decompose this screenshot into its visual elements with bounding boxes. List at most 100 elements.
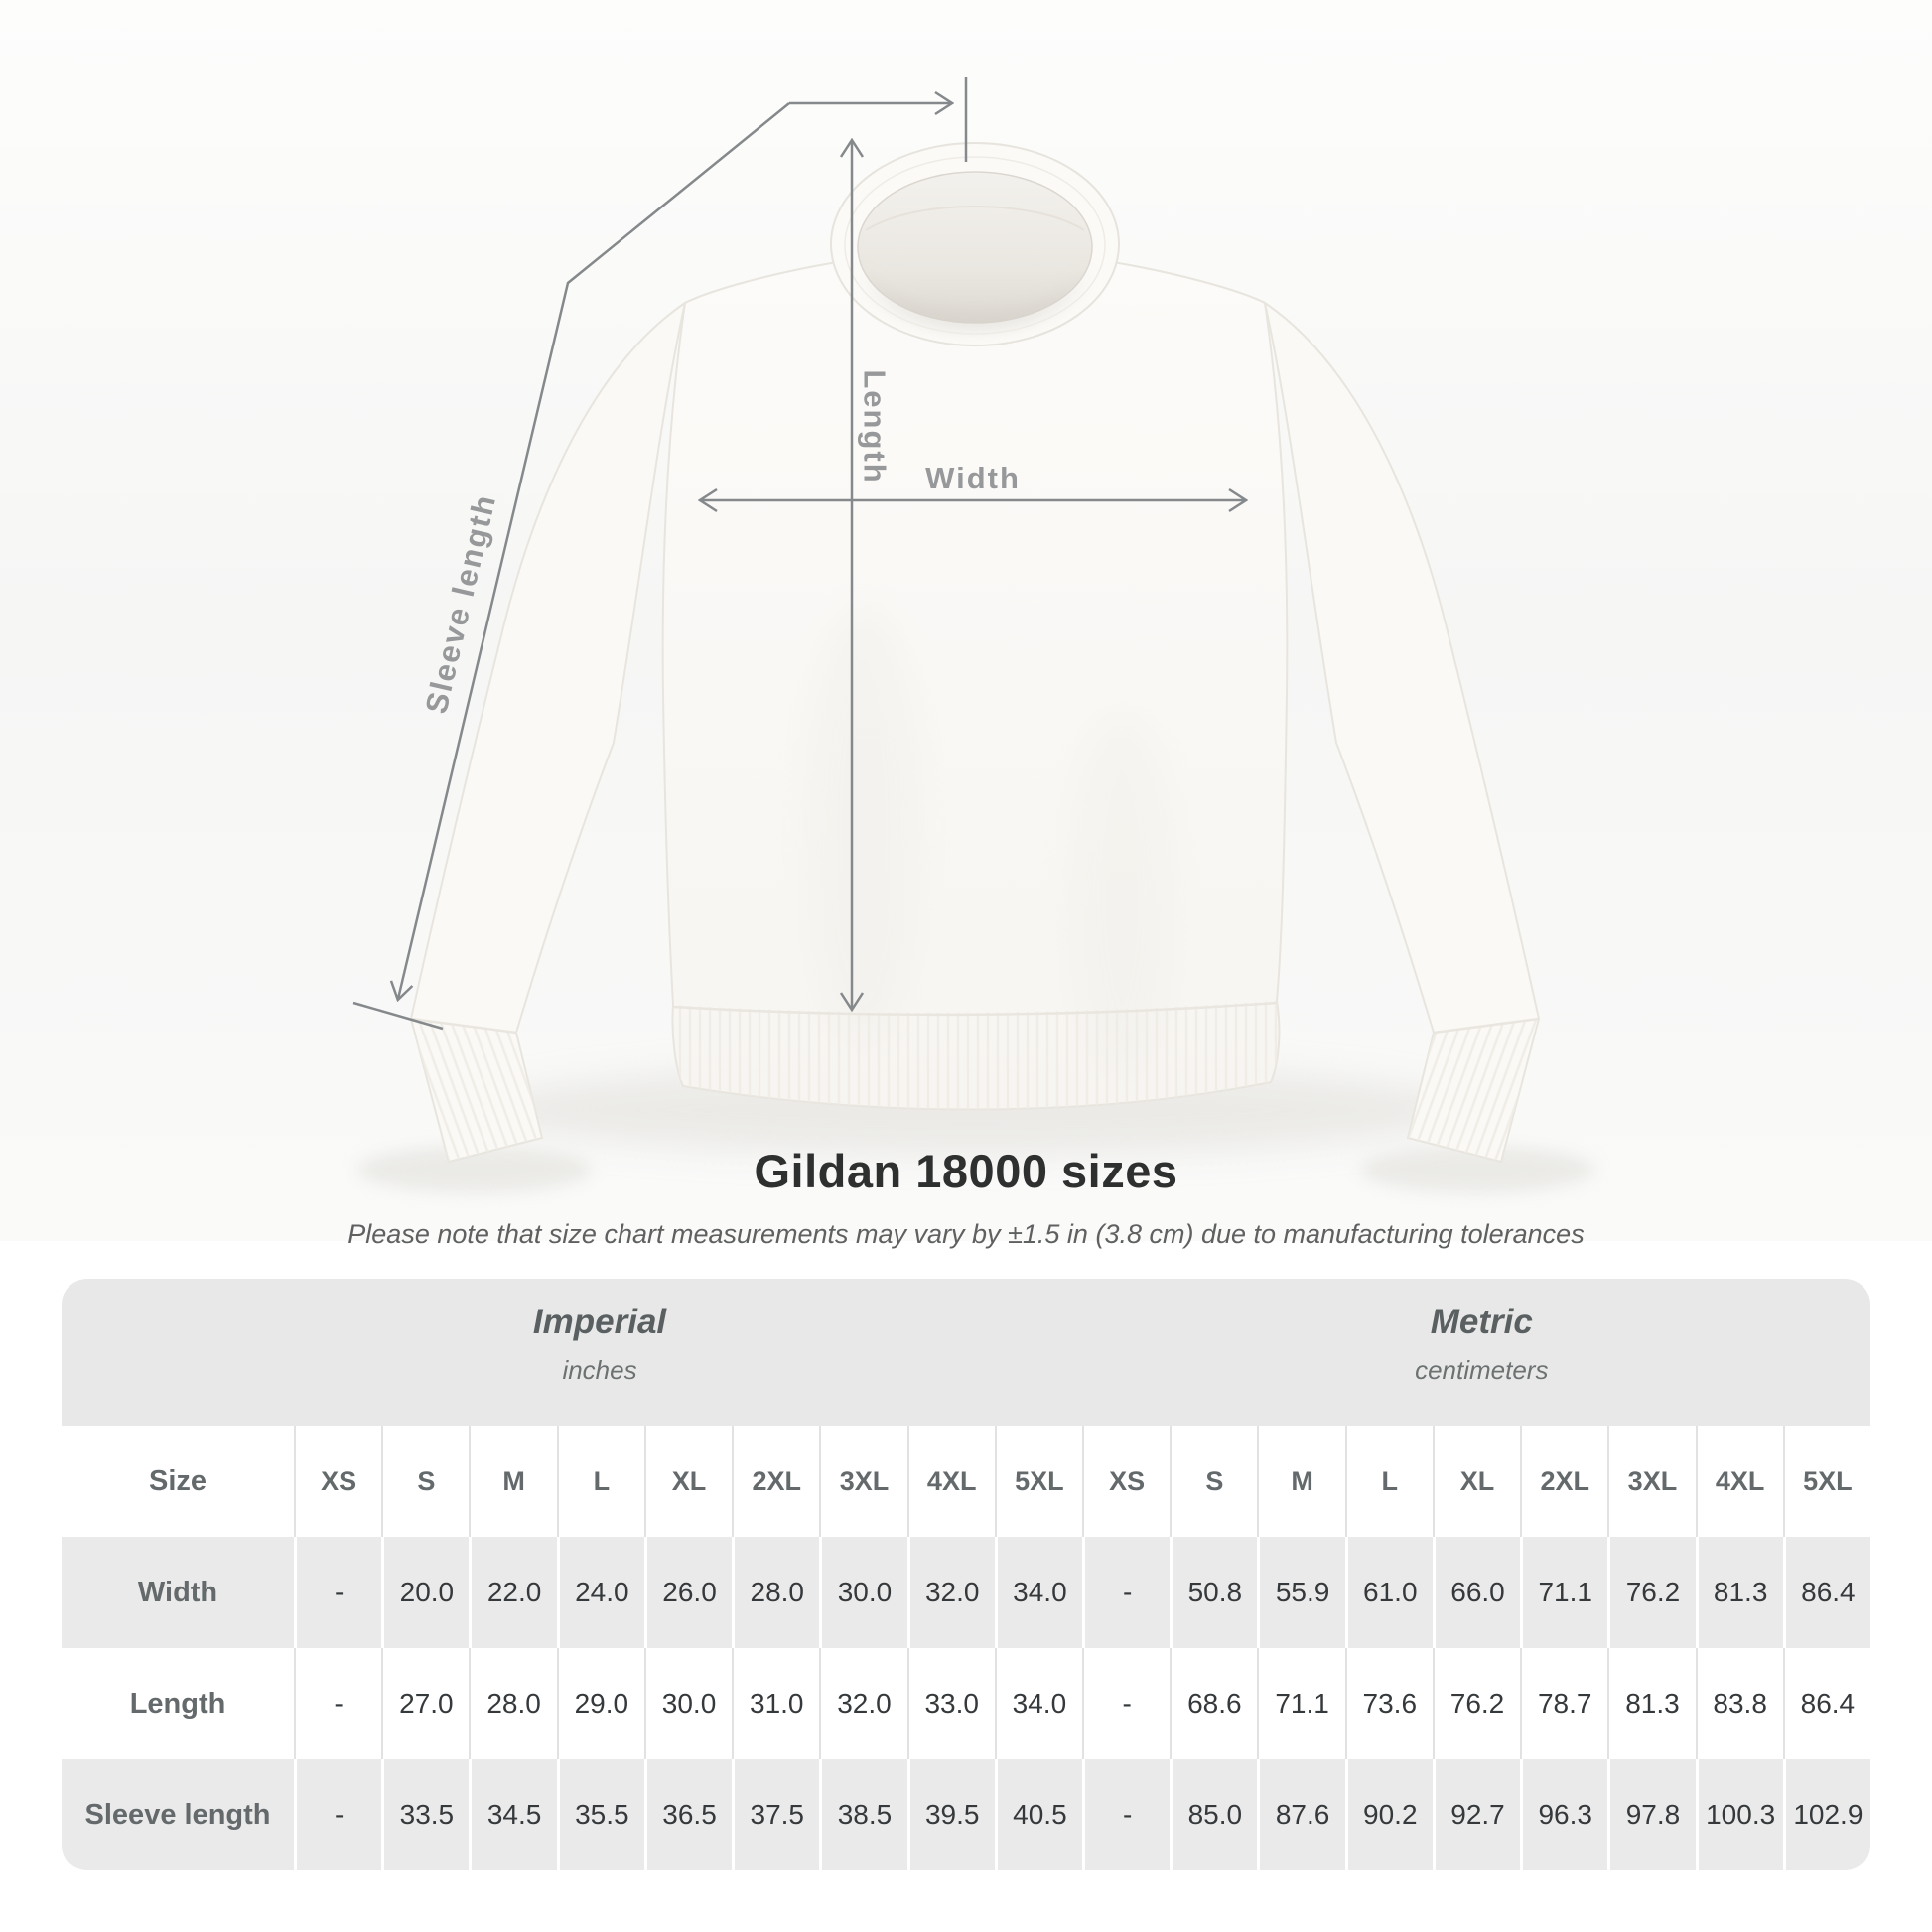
cell-value: 92.7 (1432, 1759, 1521, 1870)
size-col-header: XL (643, 1426, 732, 1537)
cell-value: 36.5 (643, 1759, 733, 1870)
cell-value: - (1082, 1759, 1171, 1870)
row-label: Length (129, 1687, 226, 1720)
imperial-unit-label: inches (562, 1355, 637, 1385)
cell-value: 100.3 (1695, 1759, 1783, 1870)
cell-value: 102.9 (1782, 1759, 1870, 1870)
cell-value: 50.8 (1170, 1537, 1258, 1648)
size-col-header: XS (294, 1426, 381, 1537)
cell-value: 27.0 (381, 1648, 469, 1759)
size-col-header: 3XL (1607, 1426, 1695, 1537)
size-col-header: L (556, 1426, 644, 1537)
cell-value: 26.0 (643, 1537, 733, 1648)
cell-value: 76.2 (1607, 1537, 1696, 1648)
cell-value: 20.0 (381, 1537, 470, 1648)
waistband (672, 1001, 1280, 1110)
cell-value: 87.6 (1257, 1759, 1345, 1870)
right-sleeve (1263, 300, 1541, 1164)
size-col-header: 5XL (1782, 1426, 1870, 1537)
imperial-label: Imperial (532, 1303, 667, 1341)
cell-value: 90.2 (1344, 1759, 1433, 1870)
cell-value: 29.0 (556, 1648, 644, 1759)
size-chart-note: Please note that size chart measurements… (347, 1219, 1585, 1249)
sweatshirt-photo: Length Width Sleeve length (0, 0, 1932, 1241)
cell-value: 83.8 (1695, 1648, 1783, 1759)
cell-value: 35.5 (556, 1759, 644, 1870)
size-col-header: 2XL (732, 1426, 819, 1537)
cell-value: 76.2 (1432, 1648, 1520, 1759)
cell-value: 86.4 (1782, 1648, 1870, 1759)
cell-value: - (1082, 1537, 1171, 1648)
size-col-header: L (1344, 1426, 1433, 1537)
size-col-header: 2XL (1520, 1426, 1607, 1537)
size-col-header: XS (1082, 1426, 1170, 1537)
unit-group-imperial: Imperial inches (533, 1303, 666, 1386)
cell-value: 34.0 (994, 1537, 1083, 1648)
cell-value: - (1082, 1648, 1170, 1759)
row-label: Width (62, 1537, 295, 1648)
width-label: Width (925, 461, 1021, 495)
cell-value: - (294, 1537, 382, 1648)
cell-value: 32.0 (819, 1648, 906, 1759)
size-col-header: 4XL (1695, 1426, 1783, 1537)
collar (830, 142, 1120, 346)
metric-label: Metric (1430, 1303, 1533, 1341)
cell-value: 33.5 (381, 1759, 470, 1870)
size-col-header: S (381, 1426, 469, 1537)
left-cuff (411, 1019, 542, 1162)
cell-value: 31.0 (732, 1648, 819, 1759)
cell-value: 28.0 (469, 1648, 556, 1759)
measurement-overlay (352, 77, 1245, 1031)
cell-value: 73.6 (1344, 1648, 1433, 1759)
cell-value: 28.0 (732, 1537, 820, 1648)
cell-value: 78.7 (1520, 1648, 1607, 1759)
cell-value: 37.5 (732, 1759, 820, 1870)
size-col-header: M (1257, 1426, 1344, 1537)
unit-group-metric: Metric centimeters (1415, 1303, 1548, 1386)
cell-value: 40.5 (994, 1759, 1083, 1870)
size-chart-title: Gildan 18000 sizes (754, 1145, 1178, 1197)
right-cuff (1408, 1019, 1539, 1162)
size-grid: Size XS S M L XL 2XL 3XL 4XL 5XL XS S M L XL 2XL 3XL 4XL 5… (62, 1426, 1870, 1870)
size-col-header: 3XL (819, 1426, 906, 1537)
cell-value: 38.5 (819, 1759, 907, 1870)
row-label: Sleeve length (62, 1759, 295, 1870)
cell-value: 39.5 (906, 1759, 995, 1870)
sleeve-measure-line (398, 102, 790, 999)
cell-value: 81.3 (1607, 1648, 1695, 1759)
cell-value: 61.0 (1344, 1537, 1433, 1648)
cell-value: 55.9 (1257, 1537, 1345, 1648)
cell-value: 32.0 (906, 1537, 995, 1648)
cell-value: 34.5 (469, 1759, 557, 1870)
cell-value: 24.0 (556, 1537, 644, 1648)
cell-value: - (294, 1759, 382, 1870)
cell-value: 97.8 (1607, 1759, 1696, 1870)
size-col-header: M (469, 1426, 556, 1537)
sweatshirt-body (661, 250, 1289, 1111)
size-col-header: XL (1432, 1426, 1520, 1537)
cell-value: 33.0 (906, 1648, 995, 1759)
left-sleeve (409, 300, 687, 1164)
cell-value: 22.0 (469, 1537, 557, 1648)
row-header: Size (149, 1464, 207, 1497)
cell-value: 81.3 (1695, 1537, 1783, 1648)
cell-value: - (294, 1648, 381, 1759)
cell-value: 71.1 (1520, 1537, 1608, 1648)
cell-value: 30.0 (819, 1537, 907, 1648)
unit-header-band: Imperial inches Metric centimeters (62, 1279, 1870, 1426)
size-table: Imperial inches Metric centimeters Size X… (62, 1279, 1870, 1870)
cell-value: 86.4 (1782, 1537, 1870, 1648)
cell-value: 85.0 (1170, 1759, 1258, 1870)
cell-value: 71.1 (1257, 1648, 1344, 1759)
cuff-end-tick (352, 1001, 444, 1031)
cell-value: 96.3 (1520, 1759, 1608, 1870)
cell-value: 66.0 (1432, 1537, 1521, 1648)
cell-value: 68.6 (1170, 1648, 1257, 1759)
metric-unit-label: centimeters (1415, 1355, 1549, 1385)
size-col-header: 4XL (906, 1426, 995, 1537)
cell-value: 30.0 (643, 1648, 732, 1759)
length-label: Length (858, 369, 893, 483)
cell-value: 34.0 (994, 1648, 1082, 1759)
size-col-header: 5XL (994, 1426, 1082, 1537)
